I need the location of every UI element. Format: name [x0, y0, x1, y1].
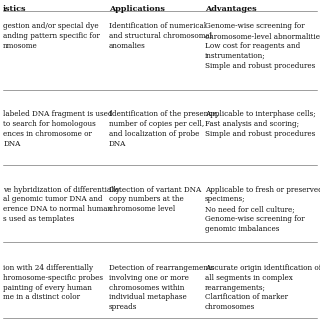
Text: istics: istics — [3, 5, 27, 13]
Text: labeled DNA fragment is used
to search for homologous
ences in chromosome or
DNA: labeled DNA fragment is used to search f… — [3, 110, 113, 148]
Text: ve hybridization of differentially
al genomic tumor DNA and
erence DNA to normal: ve hybridization of differentially al ge… — [3, 186, 120, 223]
Text: ion with 24 differentially
hromosome-specific probes
painting of every human
me : ion with 24 differentially hromosome-spe… — [3, 264, 103, 301]
Text: Identification of the presence,
number of copies per cell,
and localization of p: Identification of the presence, number o… — [109, 110, 219, 148]
Text: gestion and/or special dye
anding pattern specific for
nmosome: gestion and/or special dye anding patter… — [3, 22, 100, 50]
Text: Detection of rearrangements
involving one or more
chromosomes within
individual : Detection of rearrangements involving on… — [109, 264, 214, 311]
Text: Identification of numerical
and structural chromosomal
anomalies: Identification of numerical and structur… — [109, 22, 212, 50]
Text: Genome-wise screening for
chromosome-level abnormalities;
Low cost for reagents : Genome-wise screening for chromosome-lev… — [205, 22, 320, 69]
Text: Accurate origin identification of
all segments in complex
rearrangements;
Clarif: Accurate origin identification of all se… — [205, 264, 320, 311]
Text: Applications: Applications — [109, 5, 165, 13]
Text: Advantages: Advantages — [205, 5, 256, 13]
Text: Detection of variant DNA
copy numbers at the
chromosome level: Detection of variant DNA copy numbers at… — [109, 186, 201, 213]
Text: Applicable to interphase cells;
Fast analysis and scoring;
Simple and robust pro: Applicable to interphase cells; Fast ana… — [205, 110, 316, 138]
Text: Applicable to fresh or preserved
specimens;
No need for cell culture;
Genome-wis: Applicable to fresh or preserved specime… — [205, 186, 320, 233]
